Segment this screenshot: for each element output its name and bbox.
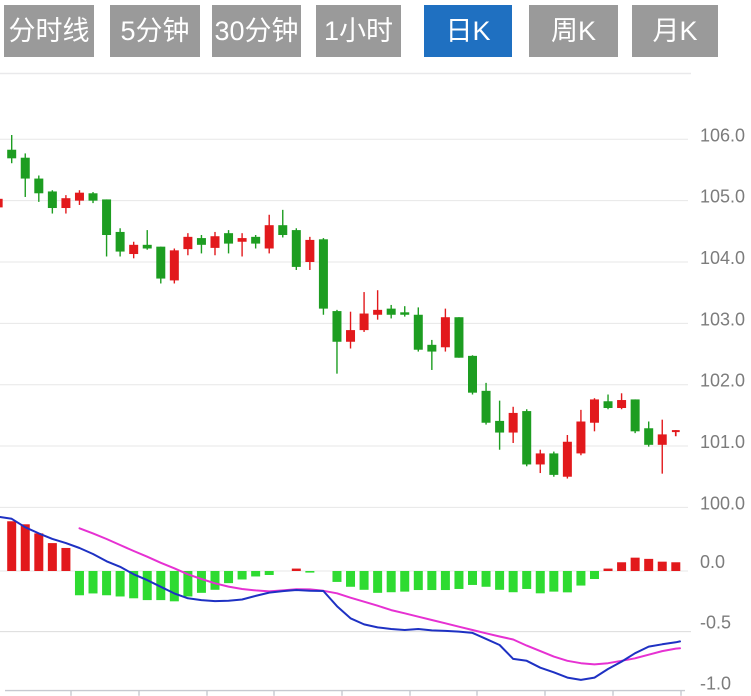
tab-daily-k[interactable]: 日K [424, 5, 512, 57]
dea-line [78, 527, 681, 666]
price-axis-label: 104.0 [700, 248, 745, 268]
dif-line [0, 516, 681, 681]
macd-axis-labels: 0.0 -0.5 -1.0 [700, 552, 731, 693]
tab-weekly-k[interactable]: 周K [529, 5, 618, 57]
macd-axis-label: -1.0 [700, 673, 731, 693]
macd-gridlines [0, 570, 691, 633]
time-axis [5, 689, 685, 696]
tab-timeline[interactable]: 分时线 [4, 5, 94, 57]
macd-axis-label: 0.0 [700, 552, 725, 572]
price-axis-label: 105.0 [700, 187, 745, 207]
tab-1hour[interactable]: 1小时 [316, 5, 401, 57]
price-axis-label: 102.0 [700, 371, 745, 391]
price-axis-label: 106.0 [700, 125, 745, 145]
tab-5min[interactable]: 5分钟 [110, 5, 200, 57]
price-axis-label: 101.0 [700, 432, 745, 452]
tab-monthly-k[interactable]: 月K [632, 5, 718, 57]
period-tab-bar: 分时线 5分钟 30分钟 1小时 日K 周K 月K [0, 0, 751, 58]
price-axis-labels: 106.0 105.0 104.0 103.0 102.0 101.0 100.0 [700, 125, 745, 513]
price-gridlines [0, 138, 688, 508]
macd-axis-label: -0.5 [700, 613, 731, 633]
candlesticks [0, 135, 667, 479]
macd-histogram [7, 521, 681, 602]
tab-30min[interactable]: 30分钟 [212, 5, 301, 57]
latest-price-marker [671, 430, 680, 437]
price-axis-label: 100.0 [700, 493, 745, 513]
price-axis-label: 103.0 [700, 309, 745, 329]
